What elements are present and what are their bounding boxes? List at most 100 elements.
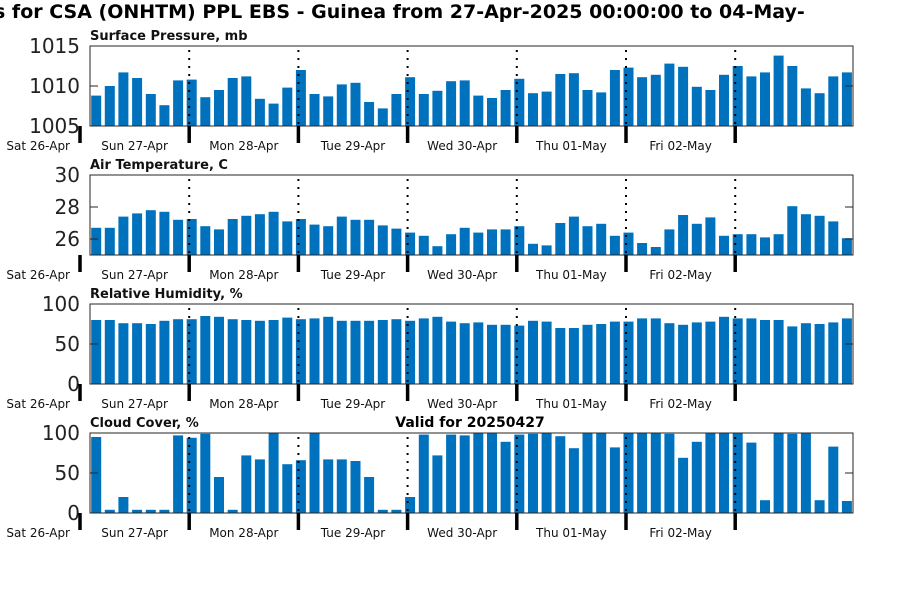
bar — [555, 74, 566, 126]
bar — [719, 316, 729, 384]
day-label: Sun 27-Apr — [101, 268, 168, 282]
day-label: Wed 30-Apr — [427, 526, 497, 540]
bar — [309, 94, 320, 126]
bar — [186, 437, 197, 513]
bar — [104, 509, 115, 513]
bar — [309, 318, 320, 384]
bar — [705, 321, 716, 384]
bar — [173, 319, 184, 384]
bar — [364, 320, 375, 384]
y-axis-label: Surface Pressure, mb — [90, 29, 248, 44]
bar — [637, 77, 648, 126]
bar — [814, 324, 825, 384]
bar — [841, 72, 852, 126]
bar — [418, 94, 429, 126]
bar — [91, 320, 102, 384]
bar — [732, 433, 743, 513]
bar — [814, 500, 825, 513]
day-label: Tue 29-Apr — [320, 139, 385, 153]
bar — [800, 323, 811, 384]
bar — [459, 435, 470, 513]
day-label: Wed 30-Apr — [427, 397, 497, 411]
bar — [746, 76, 757, 126]
bar — [200, 97, 211, 126]
bar — [623, 232, 634, 255]
bar — [377, 509, 388, 513]
day-label: Sun 27-Apr — [101, 139, 168, 153]
panel-1: 1005 1010 1015 Surface Pressure, mb Sat 26-A… — [6, 29, 854, 153]
day-label: Thu 01-May — [535, 139, 607, 153]
bar — [705, 217, 716, 255]
bar — [282, 464, 293, 513]
bar — [732, 66, 743, 126]
bar — [473, 95, 484, 126]
bar — [145, 324, 156, 384]
bar — [432, 455, 443, 513]
bar — [364, 477, 375, 513]
bar — [350, 219, 361, 255]
bar — [596, 223, 607, 255]
bar — [118, 323, 129, 384]
bar — [623, 433, 634, 513]
bar — [186, 79, 197, 126]
y-tick-label: 28 — [55, 195, 80, 219]
bar — [104, 86, 115, 126]
bar — [678, 324, 689, 384]
bar — [596, 324, 607, 384]
bar — [800, 433, 811, 513]
bar — [118, 216, 129, 255]
day-label: Sat 26-Apr — [6, 268, 70, 282]
bar — [405, 320, 416, 384]
day-label: Wed 30-Apr — [427, 139, 497, 153]
bar — [159, 105, 170, 126]
day-label: Sat 26-Apr — [6, 526, 70, 540]
bar — [159, 320, 170, 384]
bar — [227, 219, 238, 255]
bar — [295, 460, 306, 513]
bar — [650, 74, 661, 126]
bar — [282, 317, 293, 384]
bar — [746, 318, 757, 384]
bar — [173, 435, 184, 513]
day-label: Thu 01-May — [535, 397, 607, 411]
day-label: Sat 26-Apr — [6, 397, 70, 411]
bar — [418, 434, 429, 513]
bar — [323, 96, 334, 126]
bar — [528, 93, 538, 126]
bar — [691, 322, 702, 384]
y-tick-label: 30 — [55, 163, 80, 187]
day-label: Fri 02-May — [649, 268, 712, 282]
bar — [295, 319, 306, 384]
bar — [541, 433, 552, 513]
bar — [159, 211, 170, 255]
bar — [323, 316, 334, 384]
bar — [132, 78, 143, 126]
bar — [200, 226, 211, 255]
bar — [214, 477, 224, 513]
bar — [350, 461, 361, 513]
bar — [186, 319, 197, 384]
bar — [514, 226, 525, 255]
bar — [254, 98, 265, 126]
bar — [650, 433, 661, 513]
y-tick-label: 100 — [42, 421, 80, 445]
bar — [664, 323, 675, 384]
bar — [91, 437, 102, 513]
bar — [159, 509, 170, 513]
bar — [446, 81, 457, 126]
bar — [732, 318, 743, 384]
bar — [746, 234, 757, 255]
bar — [773, 55, 784, 126]
bar — [623, 321, 634, 384]
bar — [295, 70, 306, 126]
bar — [145, 509, 156, 513]
bar — [609, 235, 620, 255]
bar — [91, 95, 102, 126]
bar — [364, 102, 375, 126]
day-label: Mon 28-Apr — [209, 526, 278, 540]
day-label: Mon 28-Apr — [209, 397, 278, 411]
bar — [487, 98, 497, 126]
bar — [828, 446, 839, 513]
bar — [773, 320, 784, 384]
